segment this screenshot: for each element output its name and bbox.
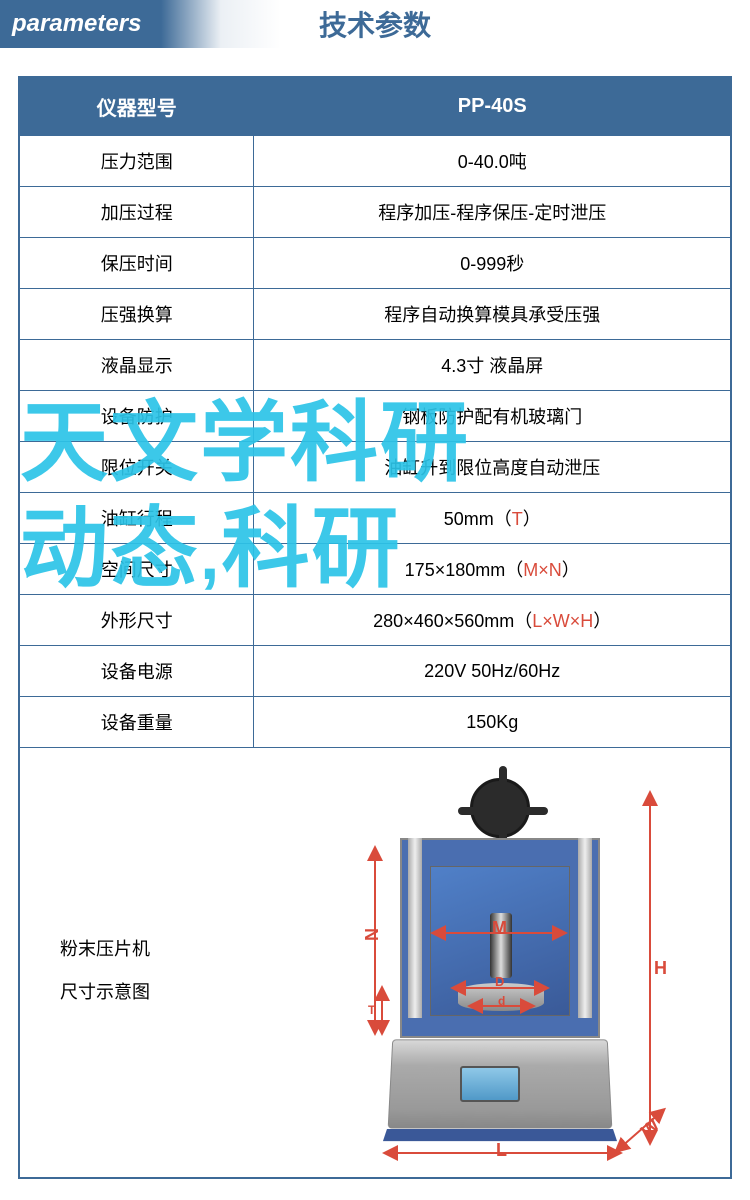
spec-value: 钢板防护配有机玻璃门: [254, 391, 731, 442]
spec-label: 压力范围: [19, 136, 254, 187]
spec-value: 4.3寸 液晶屏: [254, 340, 731, 391]
spec-label: 设备重量: [19, 697, 254, 748]
machine-screen-icon: [460, 1066, 520, 1102]
spec-label: 保压时间: [19, 238, 254, 289]
dim-l-label: L: [496, 1140, 507, 1161]
dim-n-label: N: [360, 928, 381, 941]
spec-label: 设备防护: [19, 391, 254, 442]
dim-m-label: M: [492, 918, 507, 939]
spec-label: 加压过程: [19, 187, 254, 238]
spec-table: 仪器型号 PP-40S 压力范围0-40.0吨 加压过程程序加压-程序保压-定时…: [18, 76, 732, 1179]
spec-label: 油缸行程: [19, 493, 254, 544]
spec-label: 限位开关: [19, 442, 254, 493]
spec-value: 程序自动换算模具承受压强: [254, 289, 731, 340]
table-row: 保压时间0-999秒: [19, 238, 731, 289]
spec-value: 150Kg: [254, 697, 731, 748]
dim-d-label: d: [498, 994, 505, 1008]
spec-value: 50mm（T）: [254, 493, 731, 544]
table-row: 外形尺寸280×460×560mm（L×W×H）: [19, 595, 731, 646]
th-model-value: PP-40S: [254, 77, 731, 136]
table-row: 空间尺寸175×180mm（M×N）: [19, 544, 731, 595]
spec-value: 280×460×560mm（L×W×H）: [254, 595, 731, 646]
machine-handwheel-icon: [470, 778, 530, 838]
dim-h-label: H: [654, 958, 667, 979]
table-row: 设备防护钢板防护配有机玻璃门: [19, 391, 731, 442]
header-title: 技术参数: [319, 4, 431, 44]
spec-value: 0-40.0吨: [254, 136, 731, 187]
table-row: 压力范围0-40.0吨: [19, 136, 731, 187]
header-tag: parameters: [0, 0, 161, 48]
machine-pillar-icon: [578, 838, 592, 1018]
table-row: 设备重量150Kg: [19, 697, 731, 748]
table-row: 压强换算程序自动换算模具承受压强: [19, 289, 731, 340]
spec-label: 外形尺寸: [19, 595, 254, 646]
spec-value: 175×180mm（M×N）: [254, 544, 731, 595]
diagram-caption: 粉末压片机 尺寸示意图: [60, 928, 150, 1014]
table-row: 限位开关油缸升到限位高度自动泄压: [19, 442, 731, 493]
th-model-label: 仪器型号: [19, 77, 254, 136]
spec-value: 0-999秒: [254, 238, 731, 289]
spec-label: 设备电源: [19, 646, 254, 697]
dim-t-label: T: [368, 1003, 375, 1017]
page-header: parameters 技术参数: [0, 0, 750, 48]
table-row: 油缸行程50mm（T）: [19, 493, 731, 544]
dim-dd-label: D: [495, 974, 504, 989]
spec-value: 程序加压-程序保压-定时泄压: [254, 187, 731, 238]
header-fade: [161, 0, 281, 48]
spec-label: 空间尺寸: [19, 544, 254, 595]
table-row: 加压过程程序加压-程序保压-定时泄压: [19, 187, 731, 238]
machine-pillar-icon: [408, 838, 422, 1018]
machine-diagram: H N T M D d L W: [320, 768, 720, 1168]
spec-label: 压强换算: [19, 289, 254, 340]
diagram-row: 粉末压片机 尺寸示意图: [19, 748, 731, 1178]
spec-table-container: 仪器型号 PP-40S 压力范围0-40.0吨 加压过程程序加压-程序保压-定时…: [0, 48, 750, 1179]
spec-value: 220V 50Hz/60Hz: [254, 646, 731, 697]
spec-label: 液晶显示: [19, 340, 254, 391]
table-row: 液晶显示4.3寸 液晶屏: [19, 340, 731, 391]
diagram-cell: 粉末压片机 尺寸示意图: [19, 748, 731, 1178]
dim-w-label: W: [637, 1115, 664, 1142]
table-row: 设备电源220V 50Hz/60Hz: [19, 646, 731, 697]
spec-value: 油缸升到限位高度自动泄压: [254, 442, 731, 493]
